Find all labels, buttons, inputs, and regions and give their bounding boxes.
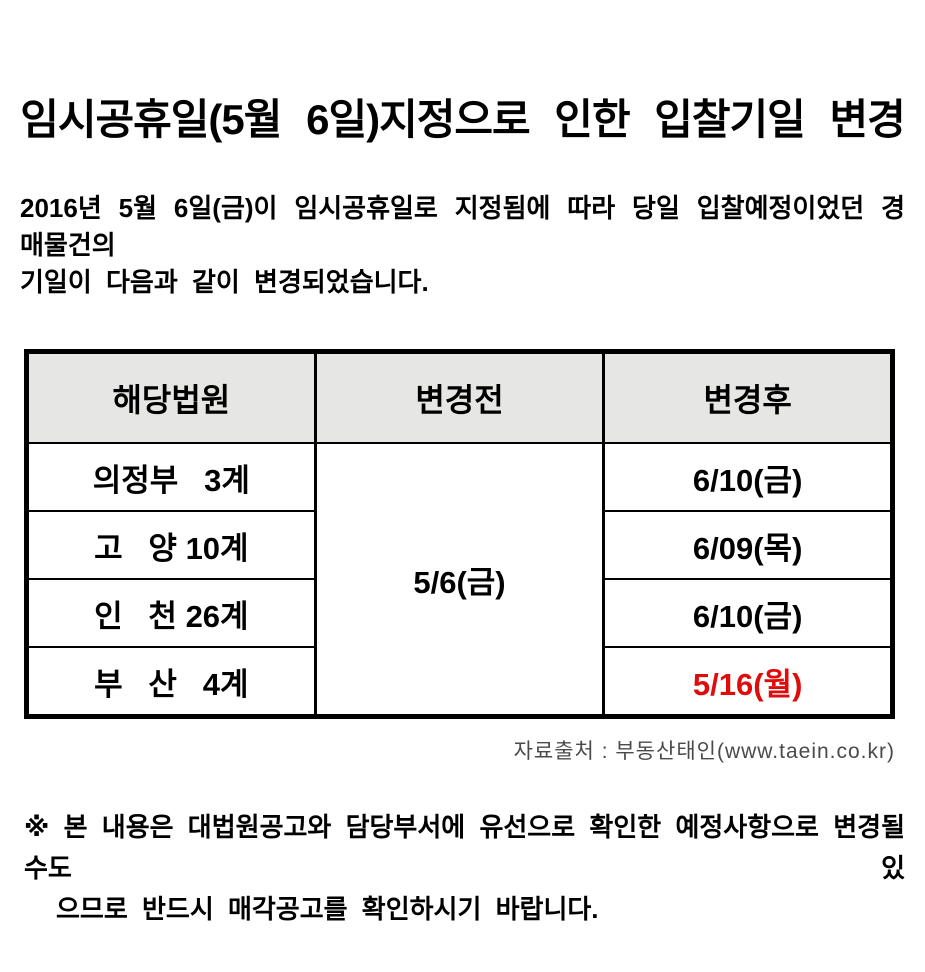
after-date-cell: 6/10(금) [602, 578, 894, 648]
court-cell: 인 천 26계 [25, 578, 317, 648]
table-row: 인 천 26계 6/10(금) [25, 578, 894, 648]
court-cell: 의정부 3계 [25, 442, 317, 512]
intro-paragraph: 2016년 5월 6일(금)이 임시공휴일로 지정됨에 따라 당일 입찰예정이었… [20, 190, 905, 301]
notice-title: 임시공휴일(5월 6일)지정으로 인한 입찰기일 변경 [20, 96, 906, 143]
intro-line-2: 기일이 다음과 같이 변경되었습니다. [20, 267, 429, 297]
after-date-cell: 6/10(금) [602, 442, 894, 512]
footnote-line-1: ※ 본 내용은 대법원공고와 담당부서에 유선으로 확인한 예정사항으로 변경될… [24, 812, 905, 883]
table-row: 고 양 10계 6/09(목) [25, 510, 894, 580]
source-credit: 자료출처 : 부동산태인(www.taein.co.kr) [513, 740, 895, 763]
before-date-cell: 5/6(금) [313, 442, 606, 718]
schedule-table: 해당법원 변경전 변경후 의정부 3계 5/6(금) 6/10(금) 고 양 1… [24, 349, 895, 719]
footnote-line-2: 으므로 반드시 매각공고를 확인하시기 바랍니다. [56, 894, 599, 924]
header-court: 해당법원 [25, 350, 317, 444]
footnote: ※ 본 내용은 대법원공고와 담당부서에 유선으로 확인한 예정사항으로 변경될… [24, 807, 905, 930]
intro-line-1: 2016년 5월 6일(금)이 임시공휴일로 지정됨에 따라 당일 입찰예정이었… [20, 193, 905, 260]
table-header-row: 해당법원 변경전 변경후 [25, 350, 894, 444]
table-row: 부 산 4계 5/16(월) [25, 646, 894, 718]
after-date-cell-highlighted: 5/16(월) [602, 646, 894, 718]
header-before: 변경전 [313, 350, 606, 444]
court-cell: 부 산 4계 [25, 646, 317, 718]
schedule-table-container: 해당법원 변경전 변경후 의정부 3계 5/6(금) 6/10(금) 고 양 1… [24, 349, 925, 719]
table-row: 의정부 3계 5/6(금) 6/10(금) [25, 442, 894, 718]
court-cell: 고 양 10계 [25, 510, 317, 580]
notice-page: 임시공휴일(5월 6일)지정으로 인한 입찰기일 변경 2016년 5월 6일(… [0, 90, 925, 972]
header-after: 변경후 [602, 350, 894, 444]
after-date-cell: 6/09(목) [602, 510, 894, 580]
